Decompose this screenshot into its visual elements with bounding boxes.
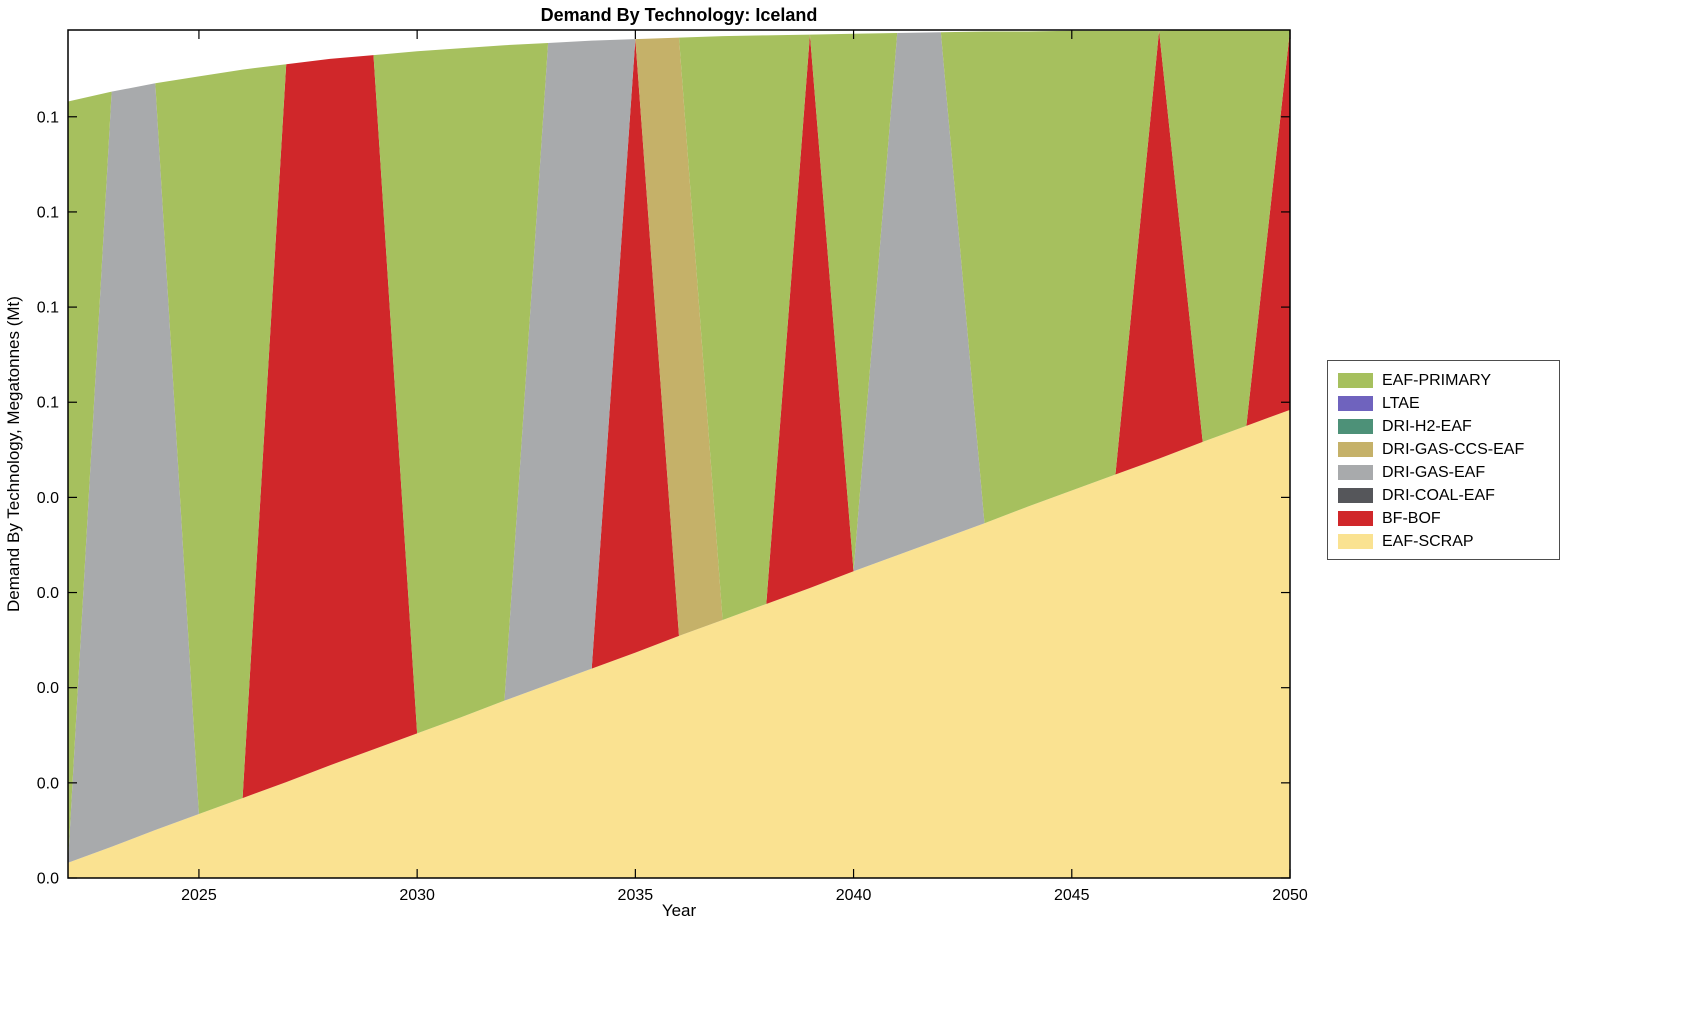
y-tick-label: 0.1 <box>37 395 59 412</box>
legend: EAF-PRIMARY LTAE DRI-H2-EAF DRI-GAS-CCS-EAF… <box>1327 360 1560 560</box>
y-tick-label: 0.0 <box>37 490 59 507</box>
legend-label: BF-BOF <box>1382 509 1441 527</box>
legend-swatch-dri-gas-ccs-eaf <box>1338 442 1373 457</box>
legend-item-dri-gas-ccs-eaf: DRI-GAS-CCS-EAF <box>1338 438 1559 461</box>
legend-label: LTAE <box>1382 394 1420 412</box>
x-tick-label: 2050 <box>1272 887 1308 904</box>
y-tick-label: 0.1 <box>37 300 59 317</box>
area-eaf-scrap <box>68 409 1290 878</box>
legend-item-dri-h2-eaf: DRI-H2-EAF <box>1338 415 1559 438</box>
legend-swatch-bf-bof <box>1338 511 1373 526</box>
legend-swatch-ltae <box>1338 396 1373 411</box>
legend-swatch-eaf-scrap <box>1338 534 1373 549</box>
legend-swatch-dri-h2-eaf <box>1338 419 1373 434</box>
legend-item-bf-bof: BF-BOF <box>1338 507 1559 530</box>
legend-item-eaf-primary: EAF-PRIMARY <box>1338 369 1559 392</box>
y-tick-label: 0.1 <box>37 204 59 221</box>
legend-label: DRI-H2-EAF <box>1382 417 1472 435</box>
legend-item-dri-gas-eaf: DRI-GAS-EAF <box>1338 461 1559 484</box>
x-tick-label: 2035 <box>618 887 654 904</box>
y-tick-label: 0.1 <box>37 109 59 126</box>
legend-label: EAF-PRIMARY <box>1382 371 1492 389</box>
x-axis-label: Year <box>661 901 697 920</box>
y-tick-label: 0.0 <box>37 585 59 602</box>
area-eaf-primary <box>68 30 1290 863</box>
legend-swatch-dri-coal-eaf <box>1338 488 1373 503</box>
y-tick-label: 0.0 <box>37 871 59 888</box>
legend-label: DRI-COAL-EAF <box>1382 486 1495 504</box>
area-bf-bof <box>68 30 1290 863</box>
plot-border <box>67 29 1291 879</box>
y-tick-label: 0.0 <box>37 680 59 697</box>
legend-label: DRI-GAS-EAF <box>1382 463 1486 481</box>
y-tick-label: 0.0 <box>37 775 59 792</box>
legend-item-eaf-scrap: EAF-SCRAP <box>1338 530 1559 553</box>
area-dri-gas-eaf <box>68 30 1290 863</box>
chart-title: Demand By Technology: Iceland <box>540 5 818 25</box>
legend-item-ltae: LTAE <box>1338 392 1559 415</box>
x-tick-label: 2045 <box>1054 887 1090 904</box>
legend-label: DRI-GAS-CCS-EAF <box>1382 440 1525 458</box>
legend-swatch-eaf-primary <box>1338 373 1373 388</box>
x-tick-label: 2040 <box>836 887 872 904</box>
legend-item-dri-coal-eaf: DRI-COAL-EAF <box>1338 484 1559 507</box>
legend-swatch-dri-gas-eaf <box>1338 465 1373 480</box>
area-dri-gas-ccs-eaf <box>68 30 1290 863</box>
x-tick-label: 2030 <box>399 887 435 904</box>
x-tick-label: 2025 <box>181 887 217 904</box>
legend-label: EAF-SCRAP <box>1382 532 1474 550</box>
